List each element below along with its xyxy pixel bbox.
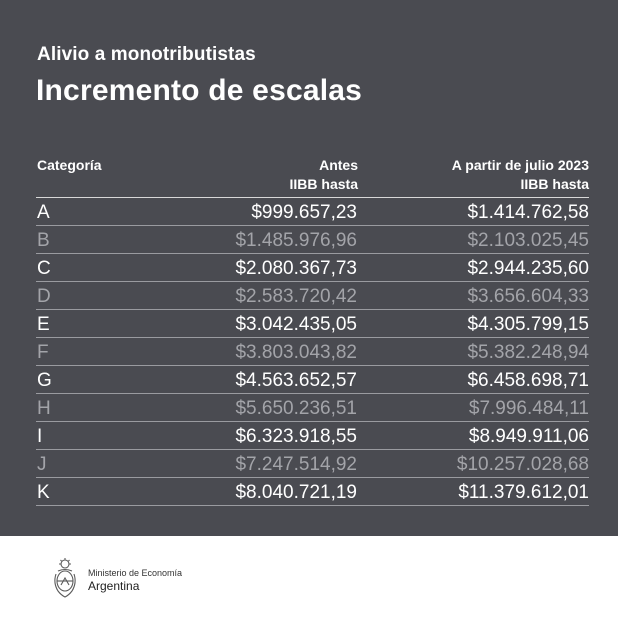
category-cell: A: [37, 202, 50, 223]
before-cell: $2.583.720,42: [235, 286, 357, 307]
after-cell: $4.305.799,15: [467, 314, 589, 335]
category-cell: C: [37, 258, 51, 279]
table-row: E $3.042.435,05 $4.305.799,15: [36, 310, 589, 338]
subtitle: Alivio a monotributistas: [37, 44, 256, 65]
before-cell: $5.650.236,51: [235, 398, 357, 419]
before-cell: $6.323.918,55: [235, 426, 357, 447]
column-header-from-july-line2: IIBB hasta: [520, 176, 589, 192]
ministry-name: Ministerio de Economía: [88, 568, 183, 578]
category-cell: H: [37, 398, 51, 419]
column-header-before: Antes IIBB hasta: [290, 156, 358, 194]
column-header-category-label: Categoría: [37, 157, 102, 173]
after-cell: $5.382.248,94: [467, 342, 589, 363]
table-row: I $6.323.918,55 $8.949.911,06: [36, 422, 589, 450]
table-row: J $7.247.514,92 $10.257.028,68: [36, 450, 589, 478]
after-cell: $6.458.698,71: [467, 370, 589, 391]
category-cell: F: [37, 342, 49, 363]
column-header-before-line2: IIBB hasta: [289, 176, 358, 192]
before-cell: $3.042.435,05: [235, 314, 357, 335]
after-cell: $10.257.028,68: [456, 454, 589, 475]
before-cell: $8.040.721,19: [235, 482, 357, 503]
table-row: D $2.583.720,42 $3.656.604,33: [36, 282, 589, 310]
before-cell: $999.657,23: [251, 202, 357, 223]
after-cell: $2.944.235,60: [467, 258, 589, 279]
table-row: F $3.803.043,82 $5.382.248,94: [36, 338, 589, 366]
category-cell: E: [37, 314, 50, 335]
before-cell: $2.080.367,73: [235, 258, 357, 279]
argentina-coat-of-arms-icon: [54, 558, 76, 598]
column-header-before-line1: Antes: [319, 157, 358, 173]
category-cell: B: [37, 230, 50, 251]
before-cell: $3.803.043,82: [235, 342, 357, 363]
after-cell: $11.379.612,01: [458, 482, 589, 503]
before-cell: $1.485.976,96: [235, 230, 357, 251]
scales-table: A $999.657,23 $1.414.762,58 B $1.485.976…: [36, 197, 589, 506]
category-cell: G: [37, 370, 52, 391]
table-row: H $5.650.236,51 $7.996.484,11: [36, 394, 589, 422]
after-cell: $1.414.762,58: [467, 202, 589, 223]
after-cell: $2.103.025,45: [467, 230, 589, 251]
after-cell: $3.656.604,33: [467, 286, 589, 307]
column-header-category: Categoría: [37, 156, 102, 175]
table-row: G $4.563.652,57 $6.458.698,71: [36, 366, 589, 394]
category-cell: K: [37, 482, 50, 503]
after-cell: $7.996.484,11: [468, 398, 589, 419]
table-row: A $999.657,23 $1.414.762,58: [36, 198, 589, 226]
country-name: Argentina: [88, 579, 140, 593]
before-cell: $7.247.514,92: [235, 454, 357, 475]
infographic-card: Alivio a monotributistas Incremento de e…: [0, 0, 618, 536]
after-cell: $8.949.911,06: [468, 426, 589, 447]
table-row: K $8.040.721,19 $11.379.612,01: [36, 478, 589, 506]
before-cell: $4.563.652,57: [235, 370, 357, 391]
table-row: B $1.485.976,96 $2.103.025,45: [36, 226, 589, 254]
column-header-from-july-line1: A partir de julio 2023: [451, 157, 589, 173]
category-cell: I: [37, 426, 43, 447]
table-row: C $2.080.367,73 $2.944.235,60: [36, 254, 589, 282]
category-cell: D: [37, 286, 51, 307]
category-cell: J: [37, 454, 47, 475]
column-header-from-july: A partir de julio 2023 IIBB hasta: [452, 156, 589, 194]
page-title: Incremento de escalas: [36, 74, 363, 107]
